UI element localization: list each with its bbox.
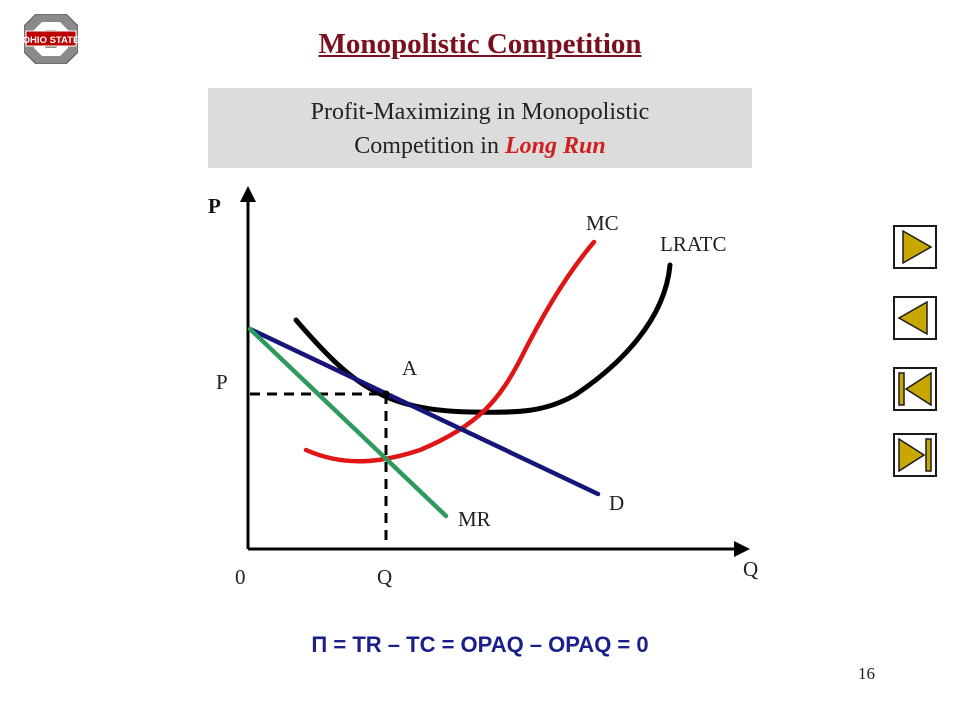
next-slide-button[interactable] [893,225,937,269]
y-axis-label: P [208,194,221,218]
lratc-curve [293,262,673,415]
mc-label: MC [586,211,619,235]
demand-label: D [609,491,624,515]
skip-to-start-icon [893,367,937,411]
skip-to-end-icon [893,433,937,477]
logo-wordmark: OHIO STATE [24,35,78,46]
mr-curve [247,326,449,519]
first-slide-button[interactable] [893,367,937,411]
mc-curve [303,239,597,464]
subtitle-line-2: Competition in Long Run [208,129,752,163]
tangency-point-a [382,390,390,398]
point-a-label: A [402,356,418,380]
demand-curve [247,326,601,497]
profit-formula: Π = TR – TC = OPAQ – OPAQ = 0 [311,632,649,657]
quantity-label: Q [377,565,392,589]
slide-title: Monopolistic Competition [318,28,642,60]
x-axis-label: Q [743,557,758,581]
play-left-icon [893,296,937,340]
subtitle-line-1: Profit-Maximizing in Monopolistic [310,99,650,125]
subtitle-long-run: Long Run [504,133,606,159]
x-axis-arrow [734,541,750,557]
origin-label: 0 [235,565,246,589]
price-label: P [216,370,228,394]
last-slide-button[interactable] [893,433,937,477]
y-axis-arrow [240,186,256,202]
ohio-state-logo: OHIO STATE [23,13,79,65]
previous-slide-button[interactable] [893,296,937,340]
mr-label: MR [458,507,491,531]
lratc-label: LRATC [660,232,727,256]
subtitle-line-2-prefix: Competition in [354,133,505,159]
page-number: 16 [858,664,875,683]
play-right-icon [893,225,937,269]
subtitle-box: Profit-Maximizing in Monopolistic Compet… [208,88,752,168]
